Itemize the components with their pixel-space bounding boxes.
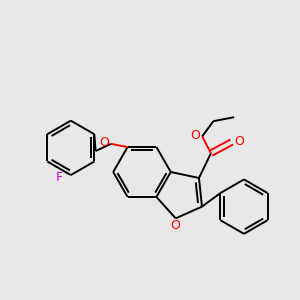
Text: O: O (234, 136, 244, 148)
Text: O: O (171, 219, 181, 232)
Text: F: F (56, 171, 63, 184)
Text: O: O (190, 129, 200, 142)
Text: O: O (99, 136, 109, 149)
